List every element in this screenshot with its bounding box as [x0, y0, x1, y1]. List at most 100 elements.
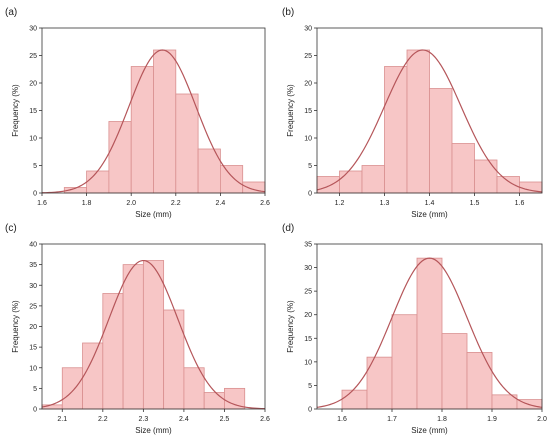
histogram-bar	[384, 66, 408, 194]
histogram-bar	[175, 93, 199, 194]
x-tick-label: 2.4	[216, 200, 226, 207]
panel-b: (b) 1.2 1.3 1.4 1.5 1.6 0 5 10 15 20 25 30 Size (mm) F…	[282, 7, 543, 219]
y-tick-label: 20	[304, 312, 312, 319]
x-axis-label: Size (mm)	[135, 426, 172, 435]
x-tick-label: 2.0	[537, 416, 547, 423]
panel-c: (c) 2.1 2.2 2.3 2.4 2.5 2.6 0 5 10 15 20 25 30 35 40 Siz…	[5, 223, 270, 435]
y-axis-label: Frequency (%)	[11, 300, 20, 353]
histogram-bar	[451, 143, 475, 194]
panel-label: (c)	[5, 223, 17, 234]
histogram-bar	[203, 392, 225, 410]
y-tick-label: 30	[304, 265, 312, 272]
y-tick-label: 40	[29, 242, 37, 249]
histogram-bar	[61, 367, 83, 410]
y-tick-label: 35	[304, 242, 312, 249]
y-tick-label: 15	[304, 336, 312, 343]
y-tick-label: 0	[33, 407, 37, 414]
histogram-bar	[108, 121, 132, 194]
histogram-bar	[341, 389, 368, 410]
histogram-bar	[416, 257, 443, 410]
x-axis-label: Size (mm)	[411, 210, 448, 219]
x-axis-label: Size (mm)	[411, 426, 448, 435]
x-tick-label: 2.4	[179, 416, 189, 423]
histogram-bar	[142, 260, 165, 410]
x-tick-label: 1.6	[515, 200, 525, 207]
x-tick-label: 1.8	[82, 200, 92, 207]
y-tick-label: 0	[308, 191, 312, 198]
y-axis-label: Frequency (%)	[286, 300, 295, 353]
x-tick-label: 2.6	[260, 416, 270, 423]
y-tick-label: 30	[29, 283, 37, 290]
y-axis-label: Frequency (%)	[286, 84, 295, 137]
x-tick-label: 1.2	[335, 200, 345, 207]
x-tick-label: 1.9	[487, 416, 497, 423]
fit-curve	[41, 259, 266, 410]
histogram-bar	[429, 88, 453, 194]
y-tick-label: 20	[29, 324, 37, 331]
y-tick-label: 5	[308, 383, 312, 390]
histogram-bar	[163, 309, 185, 410]
y-tick-label: 10	[304, 136, 312, 143]
histogram-bar	[391, 314, 418, 410]
panel-label: (d)	[282, 223, 294, 234]
panel-label: (b)	[282, 7, 294, 18]
fit-curve	[316, 49, 543, 193]
y-axis-label: Frequency (%)	[11, 84, 20, 137]
y-tick-label: 15	[304, 108, 312, 115]
y-tick-label: 10	[29, 365, 37, 372]
fit-curve	[316, 257, 543, 408]
y-tick-label: 10	[304, 359, 312, 366]
histogram-bar	[496, 176, 520, 194]
y-tick-label: 25	[304, 53, 312, 60]
histogram-bar	[153, 49, 177, 194]
y-tick-label: 5	[33, 163, 37, 170]
y-tick-label: 25	[29, 53, 37, 60]
histogram-bar	[102, 293, 124, 410]
x-tick-label: 2.0	[126, 200, 136, 207]
x-axis-label: Size (mm)	[135, 210, 172, 219]
y-tick-label: 25	[29, 303, 37, 310]
y-tick-label: 0	[33, 191, 37, 198]
x-tick-label: 2.3	[138, 416, 148, 423]
y-tick-label: 20	[29, 81, 37, 88]
x-tick-label: 2.6	[260, 200, 270, 207]
panel-d: (d) 1.6 1.7 1.8 1.9 2.0 0 5 10 15 20 25 30 35 Size (mm…	[282, 223, 547, 435]
histogram-bar	[183, 367, 205, 410]
plot-frame	[316, 243, 543, 410]
fit-curve	[41, 49, 266, 194]
x-tick-label: 1.4	[425, 200, 435, 207]
x-tick-label: 2.2	[171, 200, 181, 207]
y-tick-label: 15	[29, 108, 37, 115]
y-tick-label: 25	[304, 289, 312, 296]
y-tick-label: 5	[308, 163, 312, 170]
histogram-bar	[466, 352, 493, 410]
histogram-bar	[316, 176, 340, 194]
y-tick-label: 0	[308, 407, 312, 414]
x-tick-label: 1.6	[37, 200, 47, 207]
y-tick-label: 35	[29, 262, 37, 269]
histogram-bar	[219, 165, 244, 194]
histogram-bar	[339, 170, 363, 194]
histogram-bar	[474, 159, 498, 194]
histogram-bar	[441, 333, 468, 410]
panel-label: (a)	[5, 7, 17, 18]
x-tick-label: 2.5	[220, 416, 230, 423]
x-tick-label: 1.7	[387, 416, 397, 423]
y-tick-label: 30	[304, 26, 312, 33]
y-tick-label: 30	[29, 26, 37, 33]
histogram-bar	[130, 66, 154, 194]
x-tick-label: 1.8	[437, 416, 447, 423]
y-tick-label: 5	[33, 386, 37, 393]
x-tick-label: 2.1	[57, 416, 67, 423]
histogram-bar	[406, 49, 430, 194]
histogram-bar	[122, 264, 144, 410]
panel-a: (a) 1.6 1.8 2.0 2.2 2.4 2.6 0 5 10 15 20 25 30 Size (m…	[5, 7, 270, 219]
y-tick-label: 15	[29, 345, 37, 352]
x-tick-label: 1.5	[470, 200, 480, 207]
y-tick-label: 20	[304, 81, 312, 88]
histogram-bar	[86, 170, 110, 194]
y-tick-label: 10	[29, 136, 37, 143]
x-tick-label: 1.3	[380, 200, 390, 207]
